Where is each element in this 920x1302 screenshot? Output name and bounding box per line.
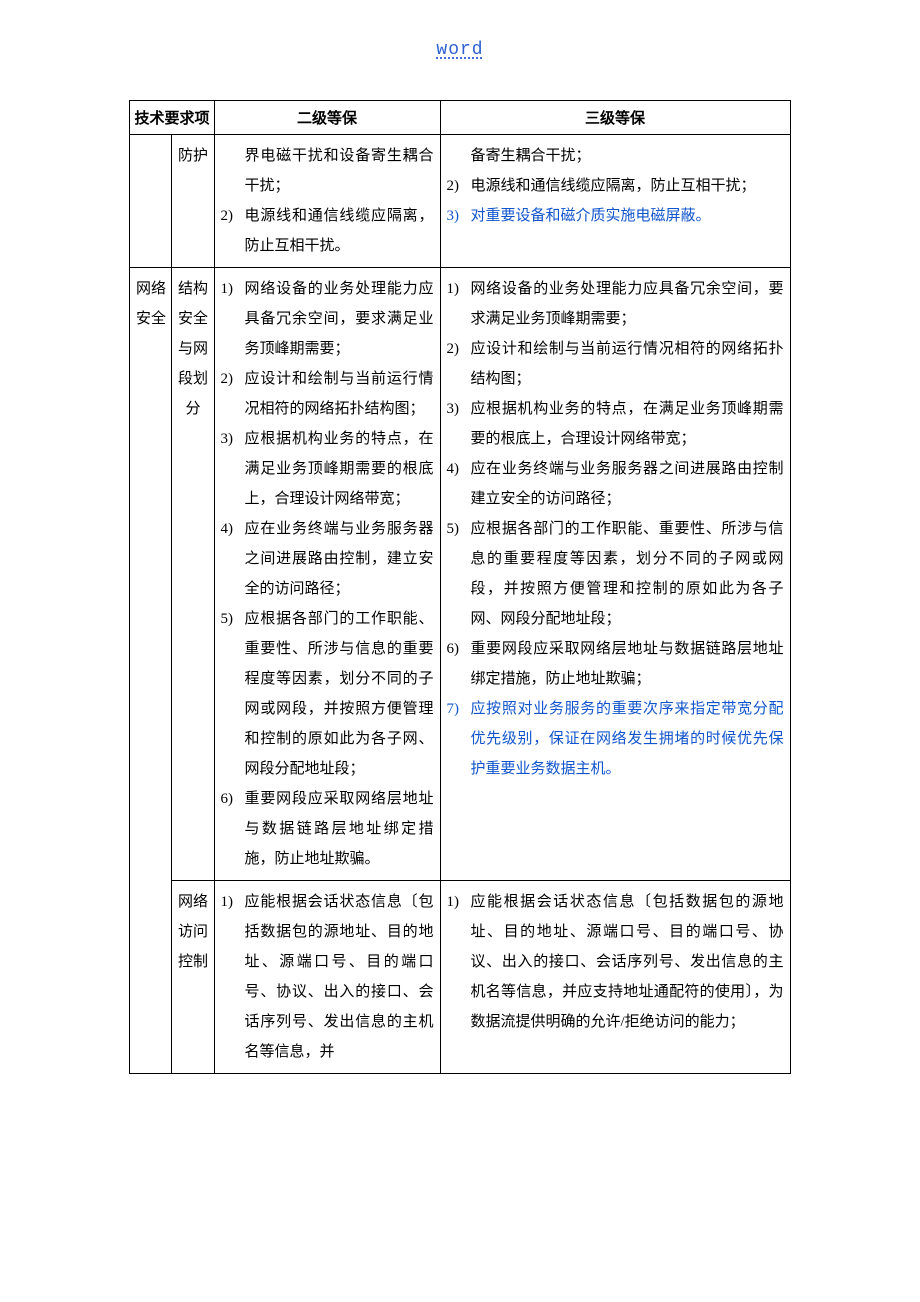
list-item: 5)应根据各部门的工作职能、重要性、所涉与信息的重要程度等因素，划分不同的子网或…	[445, 514, 786, 634]
category-2: 结构安全与网段划分	[172, 268, 214, 881]
item-number: 3)	[445, 201, 471, 231]
item-text: 界电磁干扰和设备寄生耦合干扰；	[245, 141, 436, 201]
item-number: 6)	[445, 634, 471, 694]
item-text: 网络设备的业务处理能力应具备冗余空间，要求满足业务顶峰期需要；	[245, 274, 436, 364]
list-item: 5)应根据各部门的工作职能、重要性、所涉与信息的重要程度等因素，划分不同的子网或…	[219, 604, 436, 784]
list-item: 6)重要网段应采取网络层地址与数据链路层地址绑定措施，防止地址欺骗。	[219, 784, 436, 874]
category-2: 网络访问控制	[172, 881, 214, 1074]
level2-cell: 界电磁干扰和设备寄生耦合干扰；2)电源线和通信线缆应隔离，防止互相干扰。	[214, 135, 440, 268]
item-number	[219, 141, 245, 201]
item-text: 应根据各部门的工作职能、重要性、所涉与信息的重要程度等因素，划分不同的子网或网段…	[245, 604, 436, 784]
item-number: 2)	[219, 364, 245, 424]
item-number: 4)	[219, 514, 245, 604]
item-number: 1)	[219, 887, 245, 1067]
table-row: 网络安全结构安全与网段划分1)网络设备的业务处理能力应具备冗余空间，要求满足业务…	[130, 268, 790, 881]
list-item: 2)应设计和绘制与当前运行情况相符的网络拓扑结构图；	[219, 364, 436, 424]
item-text: 重要网段应采取网络层地址与数据链路层地址绑定措施，防止地址欺骗；	[471, 634, 786, 694]
col-header-level2: 二级等保	[214, 101, 440, 135]
item-number: 7)	[445, 694, 471, 784]
list-item: 1)网络设备的业务处理能力应具备冗余空间，要求满足业务顶峰期需要；	[445, 274, 786, 334]
item-number: 6)	[219, 784, 245, 874]
table-row: 防护界电磁干扰和设备寄生耦合干扰；2)电源线和通信线缆应隔离，防止互相干扰。备寄…	[130, 135, 790, 268]
category-1	[130, 135, 172, 268]
item-number: 2)	[219, 201, 245, 261]
item-text: 应能根据会话状态信息〔包括数据包的源地址、目的地址、源端口号、目的端口号、协议、…	[471, 887, 786, 1037]
list-item: 界电磁干扰和设备寄生耦合干扰；	[219, 141, 436, 201]
category-1: 网络安全	[130, 268, 172, 1074]
list-item: 备寄生耦合干扰；	[445, 141, 786, 171]
list-item: 2)应设计和绘制与当前运行情况相符的网络拓扑结构图；	[445, 334, 786, 394]
level2-cell: 1)网络设备的业务处理能力应具备冗余空间，要求满足业务顶峰期需要；2)应设计和绘…	[214, 268, 440, 881]
item-text: 应根据各部门的工作职能、重要性、所涉与信息的重要程度等因素，划分不同的子网或网段…	[471, 514, 786, 634]
list-item: 4)应在业务终端与业务服务器之间进展路由控制，建立安全的访问路径；	[219, 514, 436, 604]
page-header: word	[0, 40, 920, 60]
list-item: 7)应按照对业务服务的重要次序来指定带宽分配优先级别，保证在网络发生拥堵的时候优…	[445, 694, 786, 784]
item-text: 应设计和绘制与当前运行情况相符的网络拓扑结构图；	[471, 334, 786, 394]
table-row: 网络访问控制1)应能根据会话状态信息〔包括数据包的源地址、目的地址、源端口号、目…	[130, 881, 790, 1074]
level3-cell: 备寄生耦合干扰；2)电源线和通信线缆应隔离，防止互相干扰；3)对重要设备和磁介质…	[440, 135, 790, 268]
item-number	[445, 141, 471, 171]
list-item: 1)网络设备的业务处理能力应具备冗余空间，要求满足业务顶峰期需要；	[219, 274, 436, 364]
list-item: 4)应在业务终端与业务服务器之间进展路由控制建立安全的访问路径；	[445, 454, 786, 514]
list-item: 2)电源线和通信线缆应隔离，防止互相干扰；	[445, 171, 786, 201]
item-text: 电源线和通信线缆应隔离，防止互相干扰；	[471, 171, 786, 201]
list-item: 1)应能根据会话状态信息〔包括数据包的源地址、目的地址、源端口号、目的端口号、协…	[445, 887, 786, 1037]
item-text: 应根据机构业务的特点，在满足业务顶峰期需要的根底上，合理设计网络带宽；	[245, 424, 436, 514]
requirements-table: 技术要求项 二级等保 三级等保 防护界电磁干扰和设备寄生耦合干扰；2)电源线和通…	[129, 100, 790, 1074]
item-number: 2)	[445, 171, 471, 201]
category-2: 防护	[172, 135, 214, 268]
item-number: 5)	[219, 604, 245, 784]
table-header-row: 技术要求项 二级等保 三级等保	[130, 101, 790, 135]
item-number: 1)	[445, 887, 471, 1037]
item-number: 1)	[445, 274, 471, 334]
item-text: 应在业务终端与业务服务器之间进展路由控制，建立安全的访问路径；	[245, 514, 436, 604]
item-text: 应按照对业务服务的重要次序来指定带宽分配优先级别，保证在网络发生拥堵的时候优先保…	[471, 694, 786, 784]
col-header-level3: 三级等保	[440, 101, 790, 135]
list-item: 3)对重要设备和磁介质实施电磁屏蔽。	[445, 201, 786, 231]
item-text: 应在业务终端与业务服务器之间进展路由控制建立安全的访问路径；	[471, 454, 786, 514]
col-header-category: 技术要求项	[130, 101, 214, 135]
item-text: 重要网段应采取网络层地址与数据链路层地址绑定措施，防止地址欺骗。	[245, 784, 436, 874]
item-number: 4)	[445, 454, 471, 514]
item-text: 应设计和绘制与当前运行情况相符的网络拓扑结构图；	[245, 364, 436, 424]
item-text: 应根据机构业务的特点，在满足业务顶峰期需要的根底上，合理设计网络带宽；	[471, 394, 786, 454]
level3-cell: 1)应能根据会话状态信息〔包括数据包的源地址、目的地址、源端口号、目的端口号、协…	[440, 881, 790, 1074]
table-body: 防护界电磁干扰和设备寄生耦合干扰；2)电源线和通信线缆应隔离，防止互相干扰。备寄…	[130, 135, 790, 1074]
list-item: 1)应能根据会话状态信息〔包括数据包的源地址、目的地址、源端口号、目的端口号、协…	[219, 887, 436, 1067]
list-item: 3)应根据机构业务的特点，在满足业务顶峰期需要的根底上，合理设计网络带宽；	[219, 424, 436, 514]
item-number: 5)	[445, 514, 471, 634]
item-number: 3)	[445, 394, 471, 454]
item-number: 1)	[219, 274, 245, 364]
item-text: 电源线和通信线缆应隔离，防止互相干扰。	[245, 201, 436, 261]
item-text: 应能根据会话状态信息〔包括数据包的源地址、目的地址、源端口号、目的端口号、协议、…	[245, 887, 436, 1067]
item-text: 网络设备的业务处理能力应具备冗余空间，要求满足业务顶峰期需要；	[471, 274, 786, 334]
level2-cell: 1)应能根据会话状态信息〔包括数据包的源地址、目的地址、源端口号、目的端口号、协…	[214, 881, 440, 1074]
item-number: 2)	[445, 334, 471, 394]
item-text: 对重要设备和磁介质实施电磁屏蔽。	[471, 201, 786, 231]
item-number: 3)	[219, 424, 245, 514]
list-item: 3)应根据机构业务的特点，在满足业务顶峰期需要的根底上，合理设计网络带宽；	[445, 394, 786, 454]
list-item: 2)电源线和通信线缆应隔离，防止互相干扰。	[219, 201, 436, 261]
list-item: 6)重要网段应采取网络层地址与数据链路层地址绑定措施，防止地址欺骗；	[445, 634, 786, 694]
level3-cell: 1)网络设备的业务处理能力应具备冗余空间，要求满足业务顶峰期需要；2)应设计和绘…	[440, 268, 790, 881]
item-text: 备寄生耦合干扰；	[471, 141, 786, 171]
